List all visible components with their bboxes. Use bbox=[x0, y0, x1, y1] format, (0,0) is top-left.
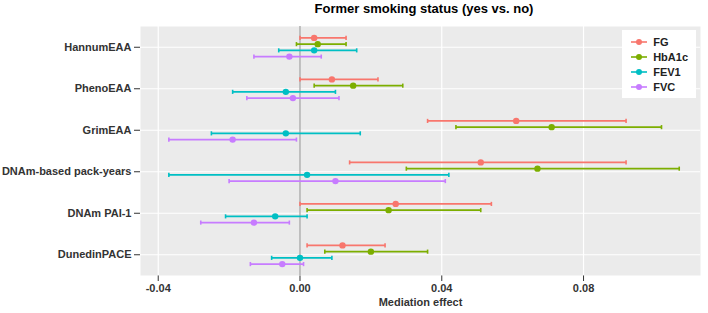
html-text:Former smoking status (yes vs.: Former smoking status (yes vs. no) bbox=[314, 1, 534, 16]
svg-text:PhenoEAA: PhenoEAA bbox=[75, 82, 132, 94]
svg-text:HannumEAA: HannumEAA bbox=[64, 41, 131, 53]
html-text:FEV1: FEV1 bbox=[653, 65, 681, 78]
svg-text:DunedinPACE: DunedinPACE bbox=[58, 248, 132, 260]
svg-text:DNAm PAI-1: DNAm PAI-1 bbox=[68, 207, 132, 219]
html-text:FVC: FVC bbox=[653, 80, 676, 93]
svg-text:DNAm-based pack-years: DNAm-based pack-years bbox=[2, 165, 132, 177]
svg-text:-0.04: -0.04 bbox=[146, 282, 172, 294]
svg-text:GrimEAA: GrimEAA bbox=[83, 124, 132, 136]
html-text:FG: FG bbox=[653, 35, 669, 48]
svg-text:0.04: 0.04 bbox=[431, 282, 453, 294]
svg-text:0.00: 0.00 bbox=[289, 282, 310, 294]
svg-text:Mediation effect: Mediation effect bbox=[379, 296, 463, 308]
html-text:HbA1c: HbA1c bbox=[653, 50, 688, 63]
svg-text:0.08: 0.08 bbox=[573, 282, 594, 294]
